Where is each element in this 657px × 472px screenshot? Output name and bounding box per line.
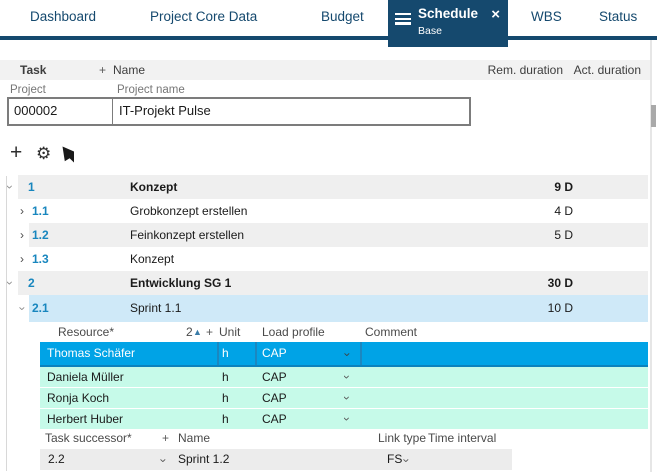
chevron-down-icon[interactable]: › xyxy=(156,458,171,463)
col-task: Task xyxy=(20,63,47,77)
task-row-1[interactable]: › 1 Konzept 9 D xyxy=(0,175,657,199)
chevron-down-icon[interactable]: › xyxy=(340,375,354,379)
resource-row[interactable]: Ronja Koch h CAP › xyxy=(40,388,648,408)
active-tab-sublabel: Base xyxy=(418,25,442,37)
task-name: Grobkonzept erstellen xyxy=(130,204,248,218)
col-link-type: Link type xyxy=(378,431,427,445)
resource-row-selected[interactable]: Thomas Schäfer h CAP › xyxy=(40,342,648,367)
add-successor-icon[interactable]: + xyxy=(162,431,170,445)
chevron-right-icon[interactable]: › xyxy=(20,252,24,266)
task-row-1-1[interactable]: › 1.1 Grobkonzept erstellen 4 D xyxy=(0,199,657,223)
task-name: Entwicklung SG 1 xyxy=(130,276,232,290)
resource-name: Thomas Schäfer xyxy=(47,346,136,360)
active-tab-label: Schedule xyxy=(418,6,479,21)
successor-link-type[interactable]: FS xyxy=(387,452,403,466)
project-input-box: 000002 IT-Projekt Pulse xyxy=(7,97,471,126)
resource-load-profile[interactable]: CAP xyxy=(262,391,287,405)
task-name: Konzept xyxy=(130,180,178,194)
resource-name: Ronja Koch xyxy=(47,391,110,405)
project-id-field[interactable]: 000002 xyxy=(14,103,58,118)
task-id: 2.1 xyxy=(32,301,49,315)
successor-header-title: Task successor* xyxy=(45,431,132,445)
resource-load-profile[interactable]: CAP xyxy=(262,370,287,384)
task-id: 1 xyxy=(28,180,35,194)
tab-bar: Dashboard Project Core Data Budget WBS S… xyxy=(0,0,657,36)
chevron-right-icon[interactable]: › xyxy=(20,228,24,242)
col-load-profile: Load profile xyxy=(262,325,325,339)
task-row-2[interactable]: › 2 Entwicklung SG 1 30 D xyxy=(0,271,657,295)
resource-unit[interactable]: h xyxy=(222,346,229,360)
resource-unit[interactable]: h xyxy=(222,370,229,384)
task-id: 2 xyxy=(28,276,35,290)
task-id: 1.1 xyxy=(32,204,49,218)
task-row-1-3[interactable]: › 1.3 Konzept xyxy=(0,247,657,271)
tab-status[interactable]: Status xyxy=(599,9,638,24)
task-rem-duration: 4 D xyxy=(554,204,573,218)
col-name: Name xyxy=(113,63,146,77)
add-column-icon[interactable]: + xyxy=(99,63,107,77)
resource-row[interactable]: Daniela Müller h CAP › xyxy=(40,367,648,387)
resource-row[interactable]: Herbert Huber h CAP › xyxy=(40,409,648,429)
tabbar-underline xyxy=(0,36,657,40)
tab-wbs[interactable]: WBS xyxy=(531,9,562,24)
task-name: Konzept xyxy=(130,252,175,266)
chevron-down-icon[interactable]: › xyxy=(340,417,354,421)
resource-header-title: Resource* xyxy=(58,325,115,339)
tree-guide-line xyxy=(6,176,7,471)
task-row-1-2[interactable]: › 1.2 Feinkonzept erstellen 5 D xyxy=(0,223,657,247)
col-rem-duration: Rem. duration xyxy=(487,63,563,77)
task-name: Sprint 1.1 xyxy=(130,301,182,315)
resource-unit[interactable]: h xyxy=(222,412,229,426)
tab-project-core-data[interactable]: Project Core Data xyxy=(150,9,258,24)
chevron-down-icon[interactable]: › xyxy=(399,458,414,463)
close-tab-icon[interactable]: × xyxy=(491,6,500,23)
successor-name: Sprint 1.2 xyxy=(178,452,230,466)
task-rem-duration: 30 D xyxy=(547,276,573,290)
task-rem-duration: 9 D xyxy=(554,180,573,194)
resource-load-profile[interactable]: CAP xyxy=(262,412,287,426)
project-name-field[interactable]: IT-Projekt Pulse xyxy=(112,99,469,124)
resource-load-profile[interactable]: CAP xyxy=(262,346,287,360)
col-successor-name: Name xyxy=(178,431,211,445)
task-rem-duration: 10 D xyxy=(547,301,573,315)
flag-icon[interactable] xyxy=(61,146,76,166)
chevron-down-icon[interactable]: › xyxy=(340,396,354,400)
chevron-right-icon[interactable]: › xyxy=(20,204,24,218)
tab-schedule-active[interactable]: Schedule × Base xyxy=(388,0,508,47)
vertical-scrollbar-track[interactable] xyxy=(650,40,652,472)
task-row-2-1-selected[interactable]: › 2.1 Sprint 1.1 10 D xyxy=(0,295,657,322)
col-comment: Comment xyxy=(365,325,418,339)
sort-asc-icon[interactable]: ▲ xyxy=(193,327,202,337)
task-table-header: Task + Name Rem. duration Act. duration xyxy=(0,60,650,80)
resource-name: Herbert Huber xyxy=(47,412,124,426)
successor-id[interactable]: 2.2 xyxy=(48,452,65,466)
task-rem-duration: 5 D xyxy=(554,228,573,242)
chevron-down-icon[interactable]: › xyxy=(3,281,17,285)
task-id: 1.3 xyxy=(32,252,49,266)
col-unit: Unit xyxy=(219,325,241,339)
chevron-down-icon[interactable]: › xyxy=(3,185,17,189)
add-resource-icon[interactable]: + xyxy=(206,325,214,339)
col-act-duration: Act. duration xyxy=(573,63,641,77)
resource-name: Daniela Müller xyxy=(47,370,124,384)
task-name: Feinkonzept erstellen xyxy=(130,228,245,242)
task-id: 1.2 xyxy=(32,228,49,242)
project-id-label: Project xyxy=(10,84,46,96)
tab-budget[interactable]: Budget xyxy=(321,9,364,24)
vertical-scrollbar-thumb[interactable] xyxy=(651,105,656,127)
gear-icon[interactable]: ⚙ xyxy=(36,144,52,163)
col-time-interval: Time interval xyxy=(428,431,497,445)
add-task-icon[interactable]: + xyxy=(10,141,23,164)
resource-unit[interactable]: h xyxy=(222,391,229,405)
menu-icon[interactable] xyxy=(395,13,411,25)
project-name-label: Project name xyxy=(117,84,185,96)
chevron-down-icon[interactable]: › xyxy=(340,352,355,357)
tab-dashboard[interactable]: Dashboard xyxy=(30,9,97,24)
sort-order-badge[interactable]: 2 xyxy=(186,325,193,339)
successor-row[interactable]: 2.2 › Sprint 1.2 FS › xyxy=(40,449,512,470)
